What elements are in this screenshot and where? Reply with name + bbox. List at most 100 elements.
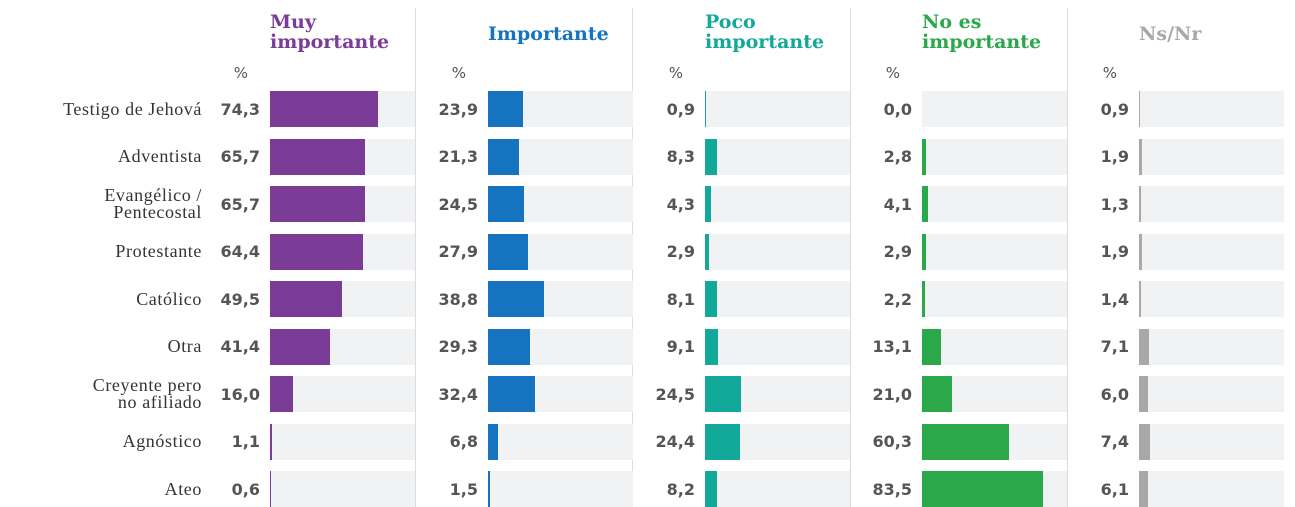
bar xyxy=(705,423,741,460)
bar xyxy=(705,471,717,507)
category-label: Agnóstico xyxy=(122,431,202,451)
divider xyxy=(850,8,851,507)
value-label: 64,4 xyxy=(220,242,260,261)
bar xyxy=(705,281,717,317)
row-background xyxy=(705,91,850,127)
category-label: Testigo de Jehová xyxy=(63,98,202,119)
bar xyxy=(488,138,519,175)
unit-label: % xyxy=(1102,64,1117,82)
bar xyxy=(270,233,364,270)
value-label: 2,2 xyxy=(883,289,912,309)
divider xyxy=(415,8,416,507)
row-background xyxy=(488,423,633,460)
value-label: 7,4 xyxy=(1100,432,1129,451)
bar xyxy=(488,376,535,412)
value-label: 0,0 xyxy=(883,99,912,119)
bar xyxy=(922,471,1044,507)
row-background xyxy=(270,376,415,412)
bar xyxy=(1139,376,1148,412)
row-background xyxy=(1139,281,1284,317)
bar xyxy=(922,138,927,175)
series-header: Poco importante xyxy=(705,11,825,53)
row-background xyxy=(922,233,1067,270)
value-label: 65,7 xyxy=(220,194,260,214)
value-label: 2,9 xyxy=(666,242,695,261)
bar xyxy=(922,328,941,365)
value-label: 1,3 xyxy=(1100,194,1129,214)
value-label: 7,1 xyxy=(1100,337,1129,356)
value-label: 24,4 xyxy=(655,432,695,451)
row-background xyxy=(1139,186,1284,222)
row-background xyxy=(270,471,415,507)
value-label: 24,5 xyxy=(655,384,695,404)
bar xyxy=(488,91,523,127)
row-background xyxy=(705,471,850,507)
bar xyxy=(1139,138,1142,175)
unit-label: % xyxy=(668,64,683,82)
row-background xyxy=(922,281,1067,317)
bar xyxy=(922,376,953,412)
row-background xyxy=(1139,138,1284,175)
series-header: No es importante xyxy=(922,11,1042,53)
row-background xyxy=(922,91,1067,127)
value-label: 0,6 xyxy=(231,479,260,499)
value-label: 4,3 xyxy=(666,194,695,214)
row-background xyxy=(488,471,633,507)
unit-label: % xyxy=(451,64,466,82)
bar xyxy=(922,186,928,222)
series-header: Muy importante xyxy=(270,11,390,53)
category-label: Protestante xyxy=(115,241,202,261)
value-label: 8,2 xyxy=(666,479,695,499)
bar xyxy=(1139,233,1142,270)
bar xyxy=(270,138,366,175)
row-background xyxy=(705,233,850,270)
value-label: 16,0 xyxy=(220,384,260,404)
row-background xyxy=(922,186,1067,222)
bar xyxy=(922,233,927,270)
series-header: Importante xyxy=(488,23,609,45)
bar xyxy=(705,138,718,175)
bar xyxy=(705,376,741,412)
bar xyxy=(1139,471,1148,507)
row-background xyxy=(705,328,850,365)
row-background xyxy=(1139,328,1284,365)
value-label: 60,3 xyxy=(872,432,912,451)
series-header: Ns/Nr xyxy=(1139,23,1202,45)
row-background xyxy=(922,328,1067,365)
bar xyxy=(1139,186,1141,222)
value-label: 21,0 xyxy=(872,384,912,404)
value-label: 6,0 xyxy=(1100,384,1129,404)
bar xyxy=(922,423,1010,460)
category-label: Otra xyxy=(167,336,202,356)
value-label: 6,1 xyxy=(1100,479,1129,499)
value-label: 83,5 xyxy=(872,479,912,499)
value-label: 1,9 xyxy=(1100,242,1129,261)
bar xyxy=(488,233,529,270)
value-label: 6,8 xyxy=(449,432,478,451)
value-label: 13,1 xyxy=(872,337,912,356)
divider xyxy=(1067,8,1068,507)
category-label: Católico xyxy=(136,288,202,309)
row-background xyxy=(705,186,850,222)
category-label: Adventista xyxy=(118,146,202,166)
row-background xyxy=(705,138,850,175)
value-label: 27,9 xyxy=(438,242,478,261)
value-label: 1,5 xyxy=(449,479,478,499)
value-label: 38,8 xyxy=(438,289,478,309)
bar xyxy=(270,423,272,460)
bar xyxy=(705,186,712,222)
bar xyxy=(705,328,719,365)
value-label: 49,5 xyxy=(220,289,260,309)
row-background xyxy=(1139,423,1284,460)
bar xyxy=(705,233,710,270)
value-label: 2,8 xyxy=(883,147,912,166)
category-label: Creyente pero no afiliado xyxy=(92,375,202,412)
value-label: 1,1 xyxy=(231,432,260,451)
row-background xyxy=(1139,471,1284,507)
row-background xyxy=(270,423,415,460)
value-label: 0,9 xyxy=(666,99,695,119)
row-background xyxy=(1139,233,1284,270)
bar xyxy=(1139,281,1142,317)
value-label: 65,7 xyxy=(220,147,260,166)
